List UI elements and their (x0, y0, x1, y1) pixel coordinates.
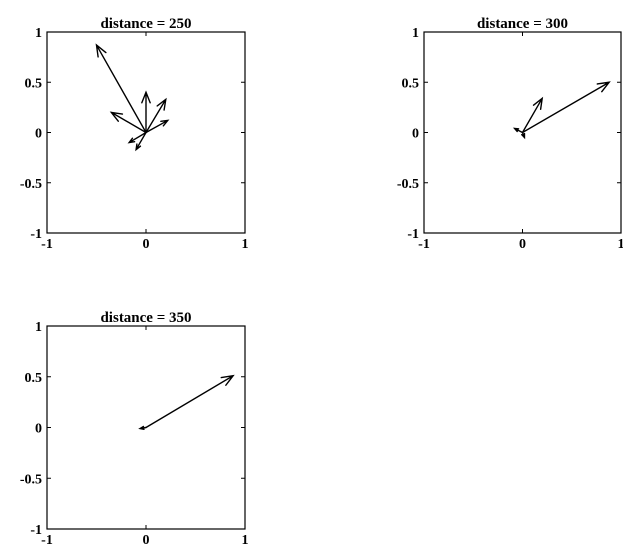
vector-arrow (521, 131, 526, 140)
y-tick-label: -1 (30, 523, 42, 538)
vector-arrow (512, 127, 524, 134)
y-tick-label: -0.5 (20, 177, 42, 192)
x-tick-label: -1 (41, 237, 53, 252)
y-tick-label: 0 (35, 422, 42, 437)
x-tick-label: 1 (618, 237, 623, 252)
vector-arrow (95, 43, 147, 134)
x-tick-label: 0 (143, 533, 150, 548)
x-tick-label: -1 (418, 237, 430, 252)
quiver-panel: distance = 250 1 0.5 0 -0.5 -1-1 0 1 (20, 16, 249, 252)
vector-arrow (521, 81, 611, 134)
x-tick-label: -1 (41, 533, 53, 548)
quiver-panel: distance = 300 1 0.5 0 -0.5 -1-1 0 1 (397, 16, 623, 252)
vector-arrow (145, 97, 167, 134)
y-tick-label: -1 (30, 227, 42, 242)
vector-arrow (109, 111, 147, 134)
chart-title: distance = 250 (100, 16, 191, 32)
vector-arrow (145, 374, 235, 429)
vector-arrow (145, 119, 170, 134)
vector-arrow (138, 425, 147, 431)
chart-title: distance = 350 (100, 310, 191, 326)
vector-arrow (141, 90, 151, 134)
vector-arrow (127, 131, 147, 144)
x-tick-label: 1 (242, 237, 249, 252)
chart-title: distance = 300 (477, 16, 568, 32)
y-tick-label: 1 (412, 26, 419, 41)
x-tick-label: 0 (519, 237, 526, 252)
quiver-panel: distance = 350 1 0.5 0 -0.5 -1-1 0 1 (20, 310, 249, 548)
x-tick-label: 0 (143, 237, 150, 252)
y-tick-label: 0.5 (25, 371, 43, 386)
y-tick-label: 0 (35, 127, 42, 142)
y-tick-label: -1 (407, 227, 419, 242)
y-tick-label: 1 (35, 26, 42, 41)
y-tick-label: 0.5 (25, 76, 43, 91)
y-tick-label: -0.5 (397, 177, 419, 192)
x-tick-label: 1 (242, 533, 249, 548)
y-tick-label: 1 (35, 320, 42, 335)
vector-arrow (135, 131, 147, 152)
vector-arrow (521, 96, 544, 134)
y-tick-label: 0.5 (402, 76, 420, 91)
y-tick-label: -0.5 (20, 472, 42, 487)
y-tick-label: 0 (412, 127, 419, 142)
